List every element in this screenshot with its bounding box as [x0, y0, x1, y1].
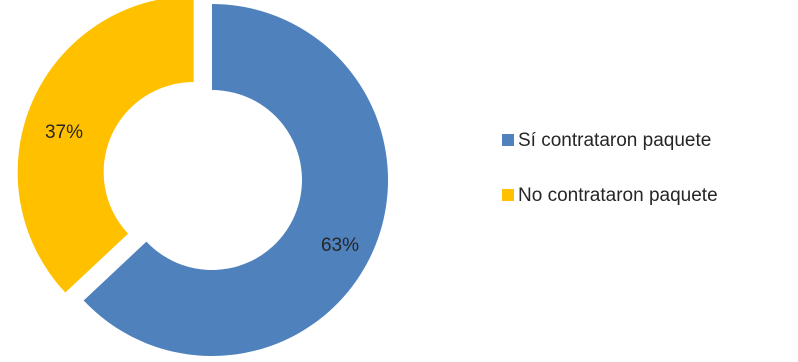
legend: Sí contrataron paquete No contrataron pa…	[502, 128, 792, 238]
slice-no-contrataron[interactable]	[17, 0, 194, 293]
legend-label: No contrataron paquete	[518, 185, 718, 206]
data-label-no-contrataron: 37%	[45, 122, 83, 143]
legend-item-no-contrataron[interactable]: No contrataron paquete	[502, 183, 792, 208]
legend-swatch-blue	[502, 134, 514, 146]
legend-swatch-yellow	[502, 189, 514, 201]
slice-si-contrataron[interactable]	[83, 4, 388, 356]
legend-label: Sí contrataron paquete	[518, 130, 712, 151]
data-label-si-contrataron: 63%	[321, 235, 359, 256]
legend-item-si-contrataron[interactable]: Sí contrataron paquete	[502, 128, 792, 153]
